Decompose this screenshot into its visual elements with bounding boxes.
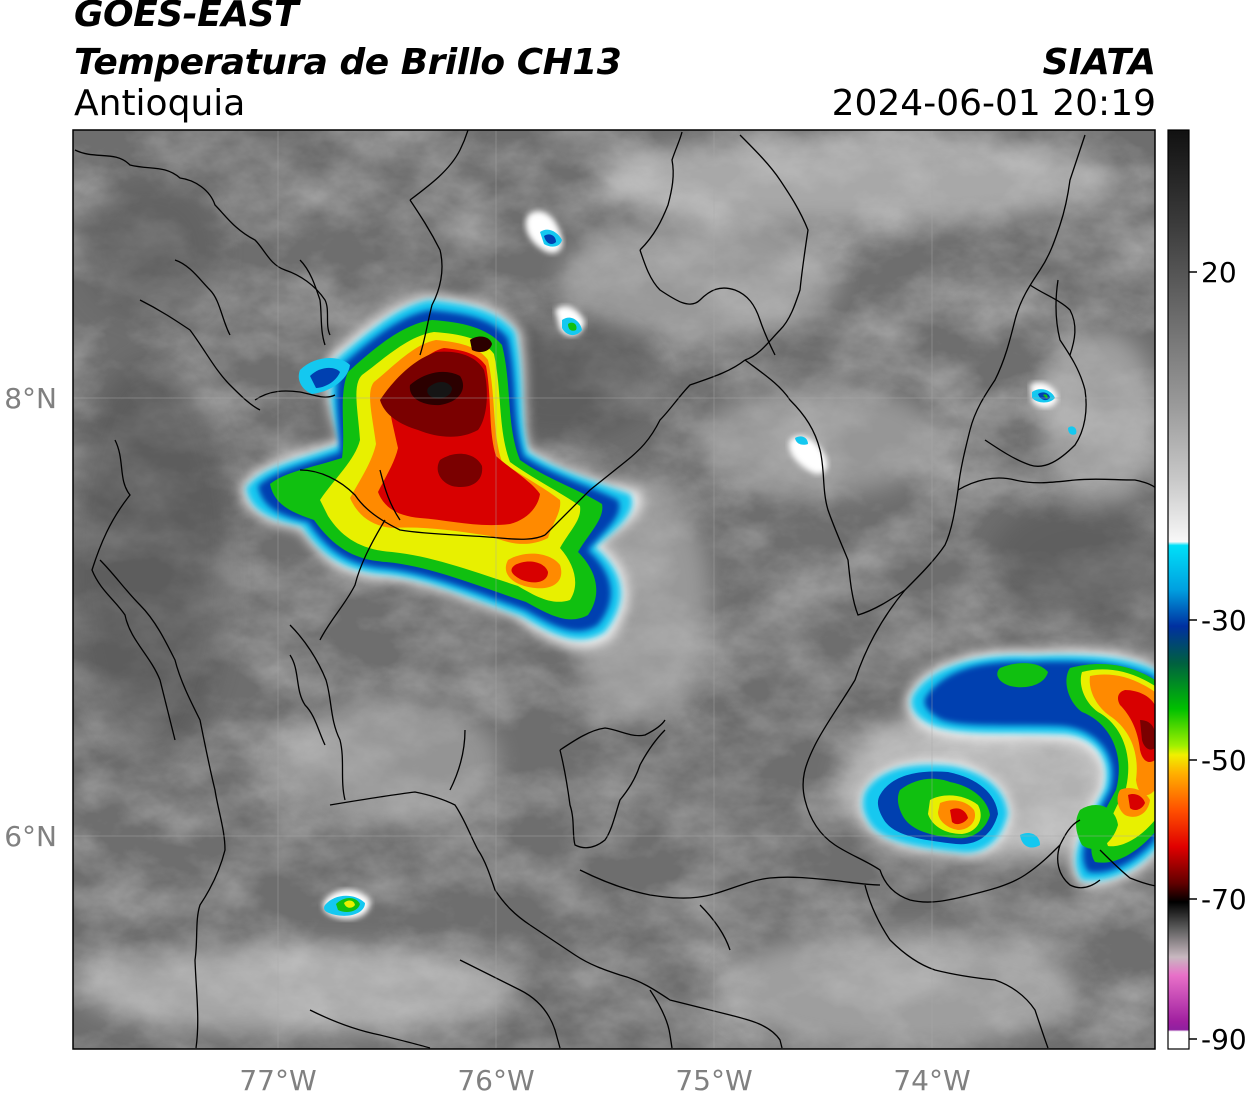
storm-cell-east (906, 649, 1155, 886)
satellite-title: GOES-EAST (74, 0, 299, 35)
agency-label: SIATA (1042, 42, 1156, 83)
colorbar-tick: -90 (1201, 1023, 1247, 1056)
map-frame (72, 129, 1156, 1050)
colorbar-scale (1167, 129, 1190, 1050)
lon-axis: 77°W 76°W 75°W 74°W (239, 1064, 970, 1097)
colorbar-tick: 20 (1201, 256, 1237, 289)
storm-cell-north (240, 295, 642, 649)
colorbar: 20 -30 -50 -70 -90 (1167, 129, 1247, 1056)
datetime-label: 2024-06-01 20:19 (831, 83, 1156, 124)
lat-label: 8°N (4, 382, 57, 415)
lon-label: 75°W (675, 1064, 752, 1097)
imagery-layer (73, 130, 1155, 1049)
small-cells (323, 211, 1077, 920)
lat-axis: 8°N 6°N (4, 382, 57, 853)
storm-cell-southeast (861, 760, 1012, 856)
boundary-lines (74, 130, 1155, 1049)
lon-label: 74°W (893, 1064, 970, 1097)
lon-label: 77°W (239, 1064, 316, 1097)
graticule (73, 130, 1155, 1049)
colorbar-tick: -70 (1201, 883, 1247, 916)
region-label: Antioquia (74, 83, 246, 124)
product-title: Temperatura de Brillo CH13 (74, 42, 622, 83)
lat-label: 6°N (4, 820, 57, 853)
colorbar-tick: -50 (1201, 744, 1247, 777)
colorbar-tick: -30 (1201, 604, 1247, 637)
lon-label: 76°W (457, 1064, 534, 1097)
